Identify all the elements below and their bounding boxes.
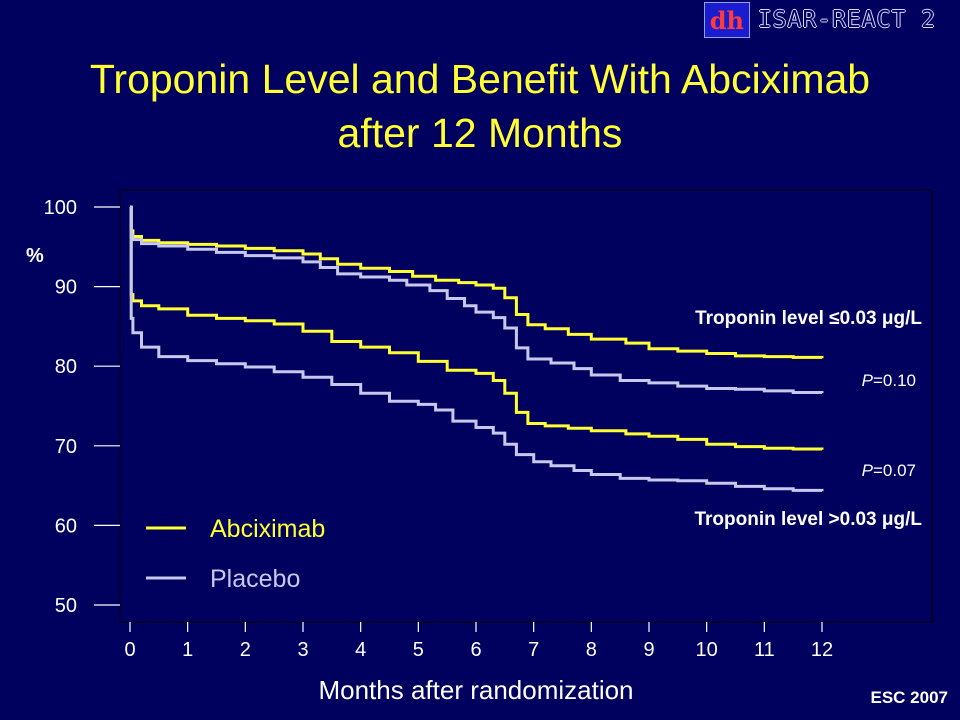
legend-label-abciximab: Abciximab	[210, 515, 325, 543]
series-line-1	[129, 205, 824, 359]
plot-frame	[119, 189, 933, 623]
annotation-low-troponin: Troponin level ≤0.03 μg/L	[695, 308, 922, 329]
brand: dh ISAR-REACT 2	[703, 2, 936, 38]
y-tick-label: 50	[55, 595, 77, 617]
x-tick-label: 10	[696, 639, 718, 661]
conference-note: ESC 2007	[870, 688, 949, 707]
x-tick-label: 7	[528, 639, 539, 661]
x-axis-label: Months after randomization	[318, 675, 633, 705]
x-tick-label: 12	[811, 639, 833, 661]
x-tick-label: 1	[182, 639, 193, 661]
annotation-high-troponin: Troponin level >0.03 μg/L	[694, 509, 922, 530]
y-axis-label: %	[26, 245, 44, 267]
slide-title: Troponin Level and Benefit With Abcixima…	[0, 52, 960, 160]
p-value-low: P=0.10	[862, 371, 916, 390]
y-tick-label: 70	[55, 436, 77, 458]
x-tick-label: 9	[643, 639, 654, 661]
x-tick-label: 6	[470, 639, 481, 661]
series-line-3	[129, 205, 824, 451]
y-tick-label: 60	[55, 515, 77, 537]
x-tick-label: 4	[355, 639, 366, 661]
x-tick-label: 0	[124, 639, 135, 661]
series-line-2	[129, 205, 824, 394]
x-tick-label: 3	[297, 639, 308, 661]
y-tick-label: 80	[55, 356, 77, 378]
title-line-1: Troponin Level and Benefit With Abcixima…	[89, 56, 871, 102]
y-tick-label: 100	[44, 197, 77, 219]
x-tick-label: 11	[754, 639, 775, 661]
p-value-high: P=0.07	[862, 461, 916, 480]
x-tick-label: 5	[413, 639, 424, 661]
x-tick-label: 8	[586, 639, 597, 661]
title-line-2: after 12 Months	[337, 110, 623, 156]
series-line-4	[129, 205, 824, 492]
university-logo: dh	[703, 2, 750, 38]
legend-label-placebo: Placebo	[210, 565, 300, 593]
x-tick-label: 2	[240, 639, 251, 661]
y-tick-label: 90	[55, 277, 77, 299]
study-name: ISAR-REACT 2	[757, 7, 936, 33]
